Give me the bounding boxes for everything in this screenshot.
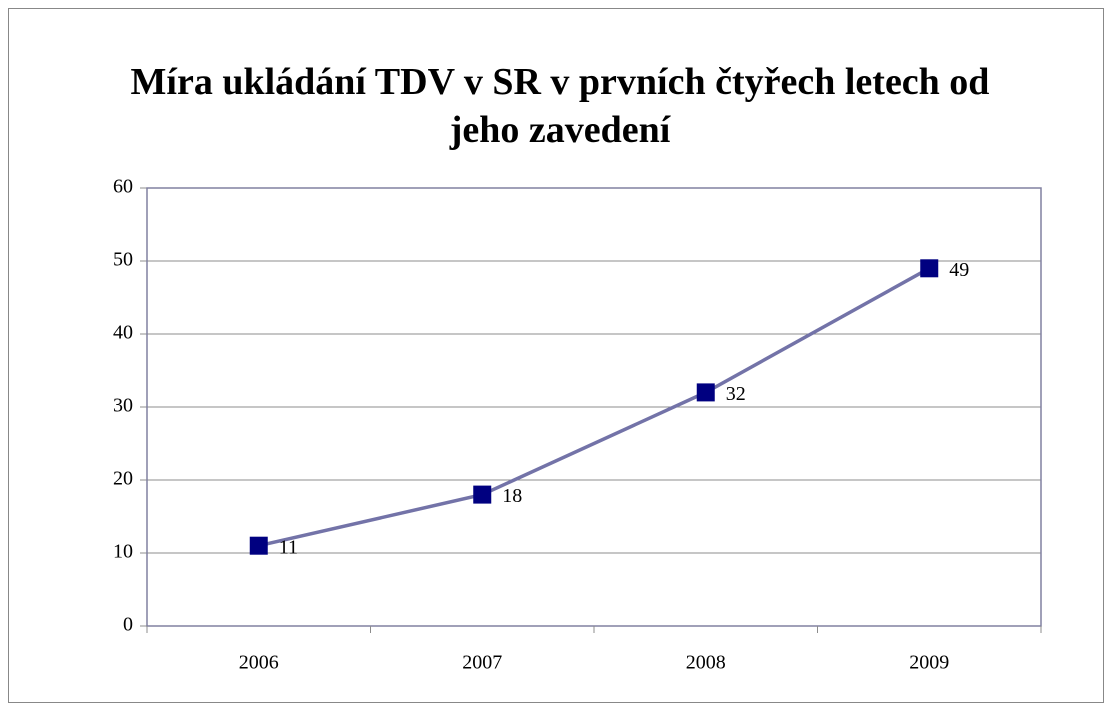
marker (920, 259, 939, 278)
data-label: 18 (502, 485, 522, 507)
chart-title: Míra ukládání TDV v SR v prvních čtyřech… (130, 61, 990, 151)
y-tick-label: 30 (113, 395, 133, 417)
y-tick-label: 50 (113, 249, 133, 271)
x-tick-label: 2007 (462, 652, 502, 674)
y-tick-label: 40 (113, 322, 133, 344)
x-tick-label: 2008 (686, 652, 726, 674)
x-tick-label: 2006 (239, 652, 279, 674)
marker (249, 536, 268, 555)
line (258, 266, 931, 548)
marker (473, 485, 492, 504)
marker (696, 383, 715, 402)
data-label: 49 (949, 259, 969, 281)
y-tick-label: 0 (123, 614, 133, 636)
data-label: 11 (279, 536, 298, 558)
y-tick-label: 20 (113, 468, 133, 490)
y-tick-label: 10 (113, 541, 133, 563)
y-tick-label: 60 (113, 176, 133, 198)
x-tick-label: 2009 (909, 652, 949, 674)
data-label: 32 (726, 383, 746, 405)
chart-frame (8, 8, 1104, 703)
